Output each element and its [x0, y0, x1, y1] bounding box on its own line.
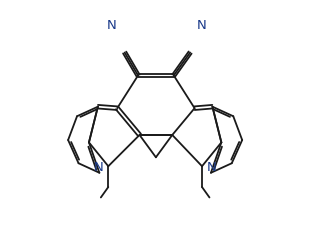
Text: N: N [206, 160, 216, 173]
Text: N: N [197, 19, 207, 32]
Text: N: N [94, 160, 104, 173]
Text: N: N [106, 19, 116, 32]
